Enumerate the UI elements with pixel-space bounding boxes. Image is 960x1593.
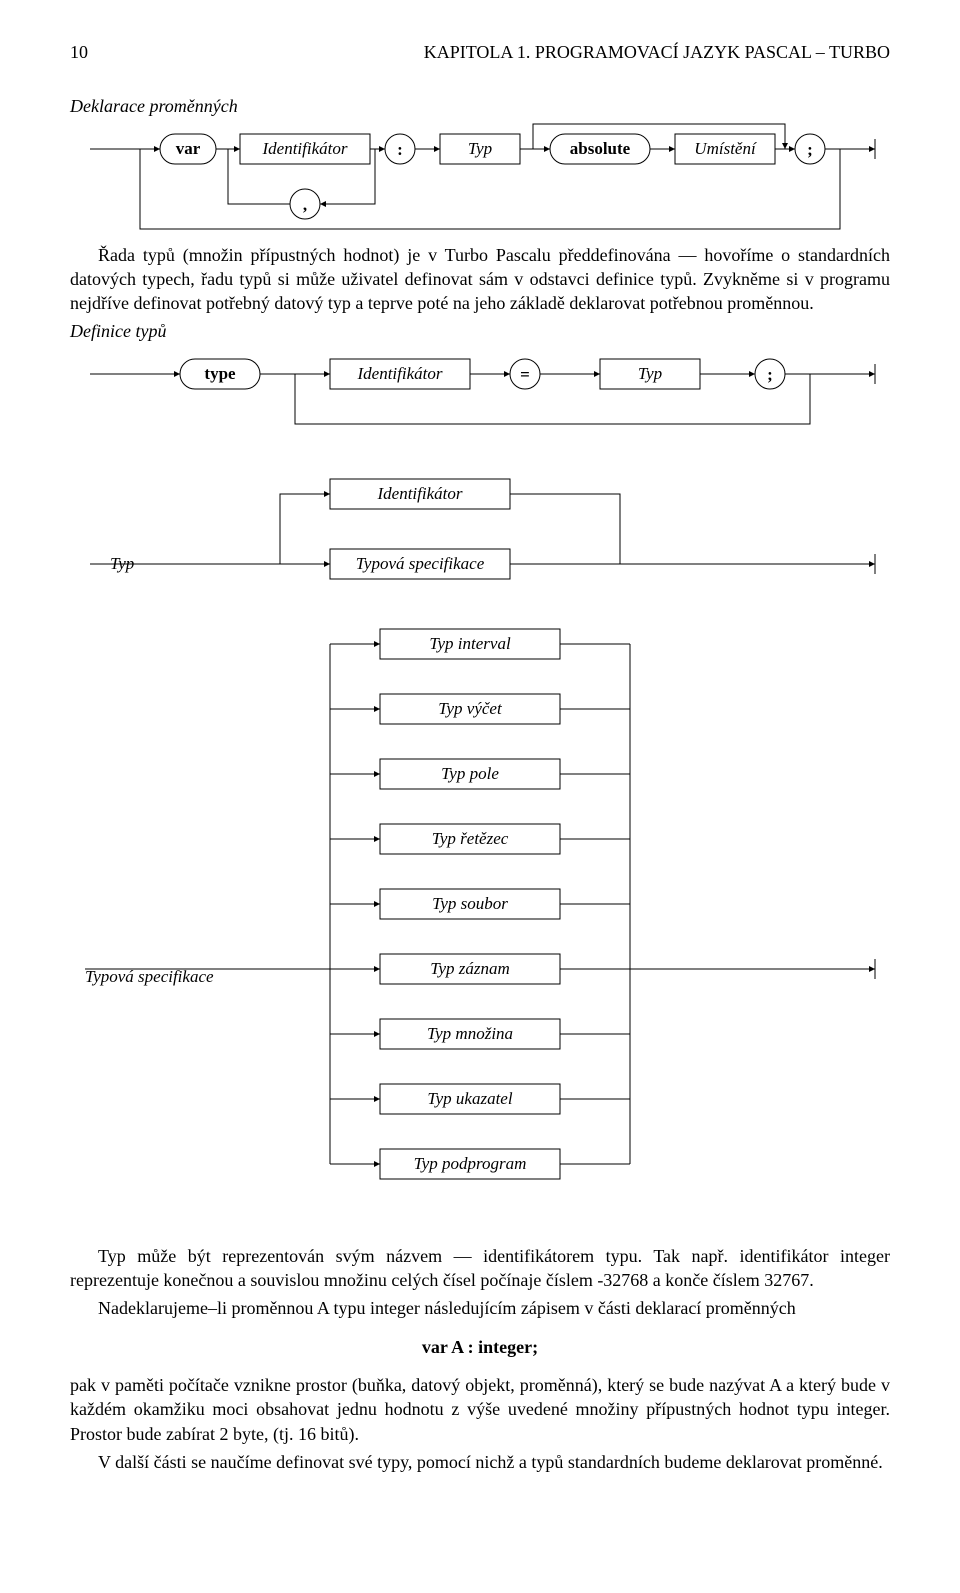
d4-opt-0: Typ interval bbox=[429, 634, 511, 653]
code-var-decl: var A : integer; bbox=[422, 1337, 538, 1357]
d2-type: type bbox=[204, 364, 236, 383]
para3: pak v paměti počítače vznikne prostor (b… bbox=[70, 1373, 890, 1446]
d1-typ: Typ bbox=[468, 139, 492, 158]
d4-opt-2: Typ pole bbox=[441, 764, 499, 783]
diagram1-title: Deklarace proměnných bbox=[70, 94, 890, 118]
d2-typ: Typ bbox=[638, 364, 662, 383]
d2-ident: Identifikátor bbox=[357, 364, 443, 383]
diagram1-svg: var Identifikátor : Typ absolute Umístěn… bbox=[70, 119, 890, 239]
diagram2-title: Definice typů bbox=[70, 319, 890, 343]
para2a: Typ může být reprezentován svým názvem —… bbox=[70, 1244, 890, 1293]
d4-opt-8: Typ podprogram bbox=[414, 1154, 527, 1173]
d1-colon: : bbox=[397, 140, 403, 159]
page: 10 KAPITOLA 1. PROGRAMOVACÍ JAZYK PASCAL… bbox=[0, 0, 960, 1538]
page-number: 10 bbox=[70, 40, 88, 64]
d1-abs: absolute bbox=[570, 139, 631, 158]
d1-ident: Identifikátor bbox=[262, 139, 348, 158]
diagram4-svg: Typová specifikace Typ interval Typ výčet… bbox=[70, 614, 890, 1234]
d4-opt-6: Typ množina bbox=[427, 1024, 513, 1043]
d3-spec: Typová specifikace bbox=[356, 554, 485, 573]
code-line: var A : integer; bbox=[70, 1335, 890, 1359]
d4-opt-4: Typ soubor bbox=[432, 894, 508, 913]
d4-title: Typová specifikace bbox=[85, 967, 214, 986]
d4-opt-3: Typ řetězec bbox=[432, 829, 509, 848]
d4-opt-7: Typ ukazatel bbox=[427, 1089, 512, 1108]
d1-semi: ; bbox=[807, 140, 813, 159]
d1-var: var bbox=[176, 139, 201, 158]
diagram3-svg: Typ Identifikátor Typová specifikace bbox=[70, 464, 890, 604]
d3-title: Typ bbox=[110, 554, 134, 573]
d4-opt-1: Typ výčet bbox=[438, 699, 503, 718]
d3-ident: Identifikátor bbox=[377, 484, 463, 503]
page-header: 10 KAPITOLA 1. PROGRAMOVACÍ JAZYK PASCAL… bbox=[70, 40, 890, 64]
d1-um: Umístění bbox=[694, 139, 757, 158]
d1-comma: , bbox=[303, 195, 307, 214]
para1: Řada typů (množin přípustných hodnot) je… bbox=[70, 243, 890, 316]
d2-eq: = bbox=[520, 365, 530, 384]
running-head: KAPITOLA 1. PROGRAMOVACÍ JAZYK PASCAL – … bbox=[424, 40, 890, 64]
d2-semi: ; bbox=[767, 365, 773, 384]
para2b: Nadeklarujeme–li proměnnou A typu intege… bbox=[70, 1296, 890, 1320]
diagram2-svg: type Identifikátor = Typ ; bbox=[70, 344, 890, 444]
para4: V další části se naučíme definovat své t… bbox=[70, 1450, 890, 1474]
d4-opt-5: Typ záznam bbox=[430, 959, 510, 978]
